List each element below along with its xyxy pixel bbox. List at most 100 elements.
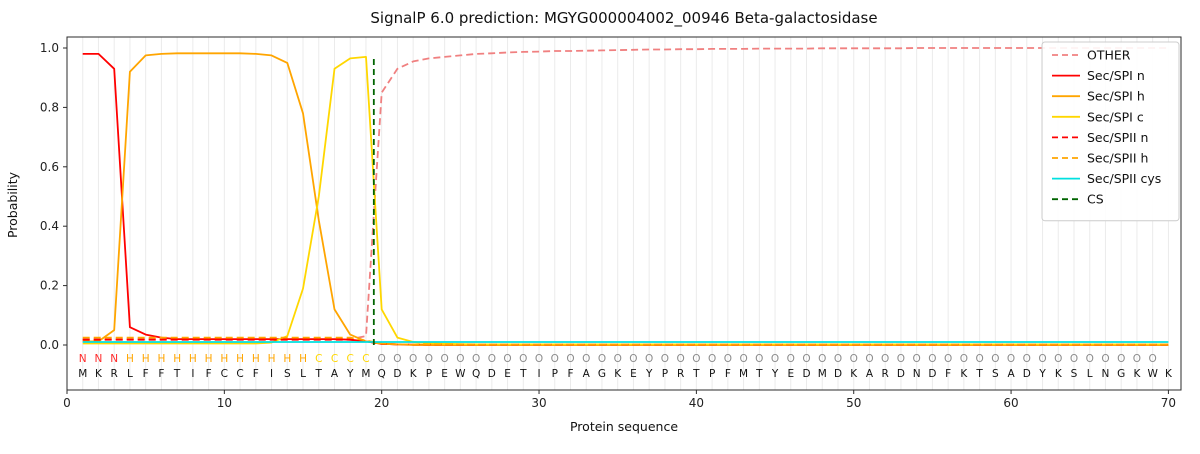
residue-letter: K: [1055, 368, 1063, 380]
region-letter: H: [283, 353, 291, 365]
residue-letter: S: [284, 368, 291, 380]
x-tick-label: 30: [531, 396, 546, 410]
residue-letter: F: [158, 368, 164, 380]
residue-letter: M: [78, 368, 87, 380]
legend-box: [1041, 41, 1180, 222]
residue-letter: T: [315, 368, 323, 380]
region-letter: H: [299, 353, 307, 365]
region-letter: O: [1054, 353, 1062, 365]
series-Sec-SPII-h: [82, 336, 1169, 346]
region-letter: N: [79, 353, 87, 365]
legend-label-Sec-SPII-cys: Sec/SPII cys: [1087, 171, 1161, 186]
residue-letter: E: [630, 368, 637, 380]
region-letter: O: [488, 353, 496, 365]
region-letter: O: [535, 353, 543, 365]
residue-letter: G: [598, 368, 606, 380]
residue-letter: L: [300, 368, 306, 380]
residue-letter: N: [913, 368, 921, 380]
residue-letter: L: [127, 368, 133, 380]
residue-letter: I: [537, 368, 540, 380]
region-letter: O: [378, 353, 386, 365]
region-letter: O: [1101, 353, 1109, 365]
region-letter: H: [205, 353, 213, 365]
residue-letter: D: [488, 368, 496, 380]
region-letter: O: [1086, 353, 1094, 365]
y-axis-label: Probability: [5, 171, 20, 238]
y-tick-label: 0.4: [40, 219, 59, 233]
residue-letter: Y: [645, 368, 653, 380]
residue-letter: R: [677, 368, 684, 380]
residue-letter: E: [441, 368, 448, 380]
region-letter: H: [173, 353, 181, 365]
legend-label-Sec-SPII-n: Sec/SPII n: [1087, 130, 1148, 145]
region-letter: O: [425, 353, 433, 365]
region-letter: O: [409, 353, 417, 365]
region-letter: O: [944, 353, 952, 365]
region-letter: O: [503, 353, 511, 365]
x-tick-label: 60: [1003, 396, 1018, 410]
residue-letter: D: [897, 368, 905, 380]
residue-letter: A: [1007, 368, 1015, 380]
residue-letter: D: [393, 368, 401, 380]
residue-letter: T: [519, 368, 527, 380]
residue-letter: F: [945, 368, 951, 380]
series-Sec-SPI-c: [82, 56, 1169, 346]
residue-letter: G: [1117, 368, 1125, 380]
legend-label-CS: CS: [1087, 192, 1104, 207]
region-letter: O: [393, 353, 401, 365]
region-letter: O: [566, 353, 574, 365]
region-letter: C: [331, 353, 338, 365]
legend-label-Sec-SPII-h: Sec/SPII h: [1087, 151, 1148, 166]
region-letter: O: [818, 353, 826, 365]
y-tick-label: 0.2: [40, 279, 59, 293]
region-letter: O: [928, 353, 936, 365]
residue-letter: K: [960, 368, 968, 380]
residue-letter: K: [95, 368, 103, 380]
region-letter: O: [881, 353, 889, 365]
residue-letter: K: [1133, 368, 1141, 380]
residue-letter: C: [221, 368, 228, 380]
residue-letter: T: [975, 368, 983, 380]
residue-letter: M: [739, 368, 748, 380]
y-tick-label: 0.6: [40, 160, 59, 174]
region-letter: O: [472, 353, 480, 365]
region-letter: O: [1149, 353, 1157, 365]
legend: OTHER Sec/SPI n Sec/SPI h Sec/SPI c Sec/SPII…: [1041, 41, 1180, 222]
region-letter: O: [629, 353, 637, 365]
region-letter: H: [268, 353, 276, 365]
region-letter: H: [126, 353, 134, 365]
residue-letter: D: [802, 368, 810, 380]
x-tick-label: 0: [63, 396, 71, 410]
residue-letter: A: [583, 368, 591, 380]
axes: 0 10 20 30 40 50 60 70 0.0 0.2 0.4 0.6 0.8 1.0: [40, 36, 1182, 410]
region-letter: O: [1007, 353, 1015, 365]
x-tick-label: 40: [689, 396, 704, 410]
residue-letter: F: [725, 368, 731, 380]
residue-letter: D: [1023, 368, 1031, 380]
x-tick-label: 20: [374, 396, 389, 410]
residue-letter: D: [928, 368, 936, 380]
residue-letter: I: [270, 368, 273, 380]
region-letter: N: [110, 353, 118, 365]
region-letter: O: [913, 353, 921, 365]
series-lines: [82, 47, 1169, 346]
region-letter: O: [1038, 353, 1046, 365]
region-letter: O: [802, 353, 810, 365]
residue-letter: W: [1147, 368, 1158, 380]
x-tick-label: 70: [1161, 396, 1176, 410]
residue-letter: F: [253, 368, 259, 380]
residue-letter: Y: [346, 368, 354, 380]
sequence-letters: NMNKNRHLHFHFHTHIHFHCHCHFHIHSHLCTCACYCMOQ…: [78, 353, 1173, 380]
region-letter: H: [236, 353, 244, 365]
gridlines: [82, 37, 1169, 390]
region-letter: O: [865, 353, 873, 365]
residue-letter: Q: [378, 368, 386, 380]
region-letter: O: [897, 353, 905, 365]
region-letter: O: [787, 353, 795, 365]
x-tick-label: 50: [846, 396, 861, 410]
residue-letter: R: [111, 368, 118, 380]
residue-letter: T: [692, 368, 700, 380]
legend-label-OTHER: OTHER: [1087, 48, 1131, 63]
